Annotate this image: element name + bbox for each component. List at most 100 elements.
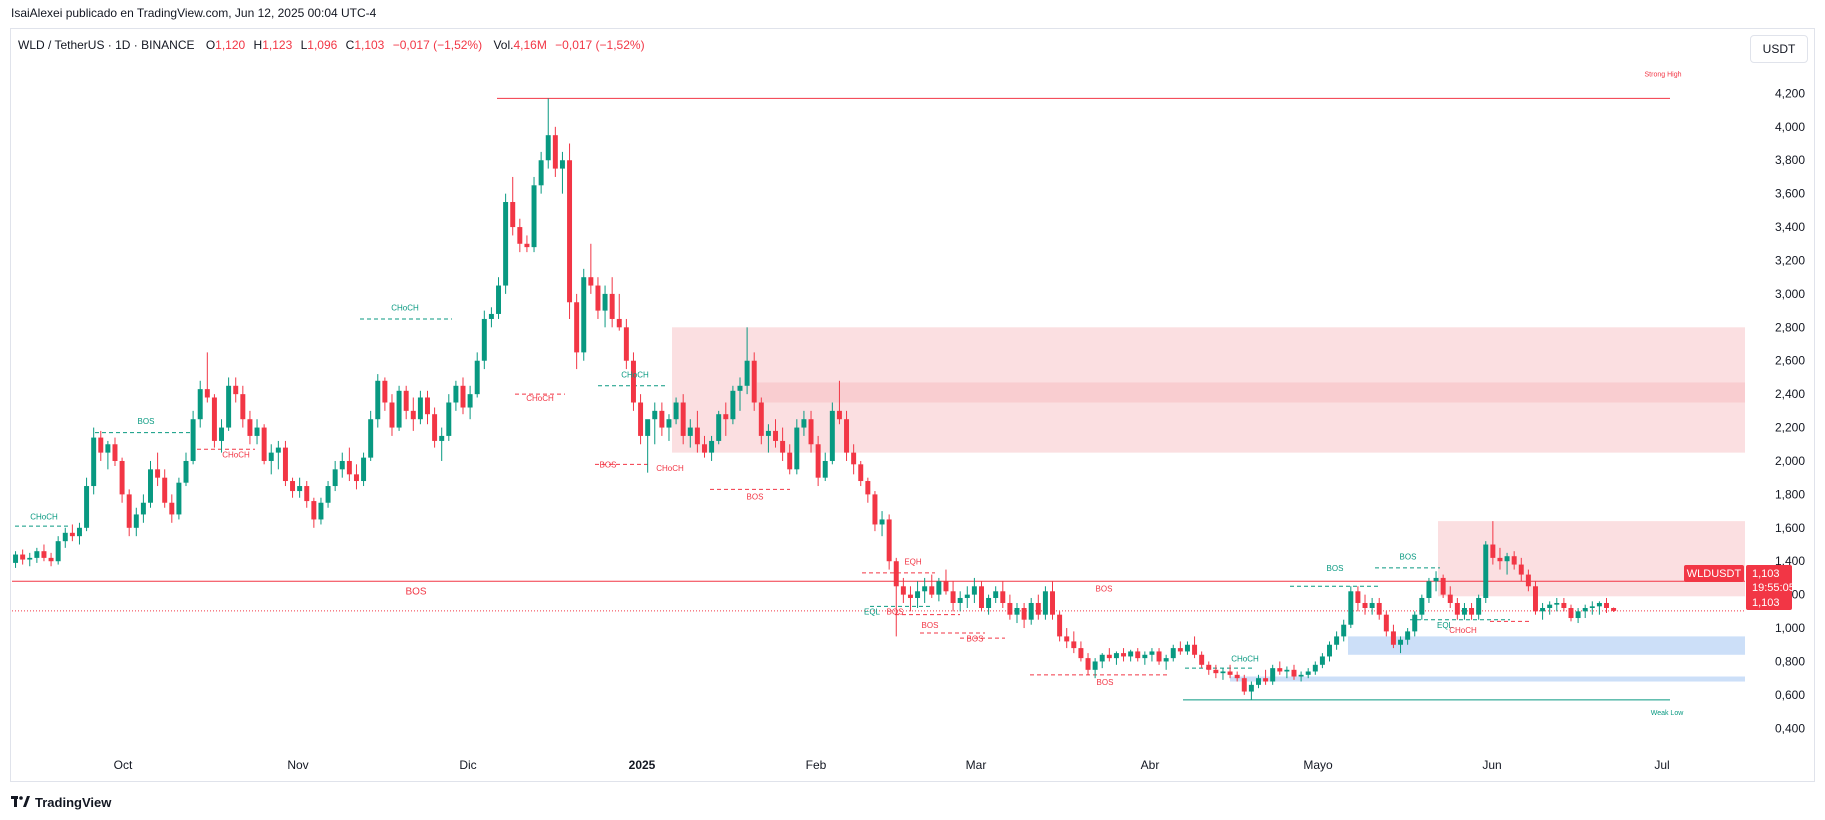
candle-body: [282, 447, 288, 482]
structure-label: CHoCH: [621, 370, 649, 379]
symbol-label[interactable]: WLD / TetherUS · 1D · BINANCE: [18, 38, 195, 52]
candle-body: [1412, 614, 1418, 632]
candle-body: [1170, 648, 1176, 659]
candle-body: [1532, 586, 1538, 612]
candle-body: [1113, 653, 1119, 659]
candle-body: [1589, 606, 1595, 608]
y-tick-label: 4,200: [1775, 86, 1805, 100]
candle-body: [567, 160, 573, 303]
change-value: −0,017 (−1,52%): [392, 38, 483, 52]
candle-body: [531, 185, 537, 248]
candle-body: [730, 390, 736, 420]
candle-body: [929, 586, 935, 595]
candle-body: [957, 597, 963, 603]
y-tick-label: 0,600: [1775, 688, 1805, 702]
tradingview-logo[interactable]: TradingView: [11, 795, 111, 810]
candle-body: [964, 594, 970, 598]
y-tick-label: 3,800: [1775, 153, 1805, 167]
attribution-text: IsaiAlexei publicado en TradingView.com,…: [11, 6, 377, 20]
candle-body: [20, 554, 26, 560]
candle-body: [1057, 614, 1063, 637]
candle-body: [872, 494, 878, 525]
candle-body: [247, 419, 253, 436]
structure-label: CHoCH: [1231, 654, 1259, 663]
candle-body: [84, 486, 90, 528]
candle-body: [176, 482, 182, 515]
candle-body: [474, 360, 480, 395]
candle-body: [1163, 658, 1169, 662]
candle-body: [332, 469, 338, 487]
candle-body: [219, 427, 225, 441]
candle-body: [1227, 671, 1233, 675]
candle-body: [1064, 636, 1070, 642]
candle-body: [41, 551, 47, 558]
candle-body: [503, 202, 509, 286]
x-tick-label: Jul: [1654, 758, 1669, 772]
candle-body: [1355, 591, 1361, 603]
volume-change-value: −0,017 (−1,52%): [555, 38, 645, 52]
candle-body: [673, 402, 679, 420]
candle-body: [254, 427, 260, 436]
candle-body: [723, 414, 729, 420]
candle-body: [453, 385, 459, 403]
candle-body: [787, 452, 793, 470]
candle-body: [1248, 684, 1254, 692]
candle-body: [226, 385, 232, 428]
candle-body: [1078, 648, 1084, 659]
candle-body: [1469, 608, 1475, 615]
price-badge-bg: [1746, 565, 1792, 610]
candle-body: [318, 502, 324, 520]
candle-body: [645, 419, 651, 436]
currency-button[interactable]: USDT: [1750, 35, 1808, 63]
candle-body: [204, 389, 210, 398]
candle-body: [915, 591, 921, 598]
candle-body: [652, 410, 658, 420]
symbol-badge-text: WLDUSDT: [1687, 568, 1742, 580]
candle-body: [155, 469, 161, 478]
candle-body: [1582, 608, 1588, 612]
price-badge-value-2: 1,103: [1752, 597, 1780, 609]
low-label: L: [300, 38, 308, 52]
candle-body: [1596, 602, 1602, 607]
x-tick-label: Abr: [1141, 758, 1160, 772]
candle-body: [773, 430, 779, 441]
structure-label: BOS: [922, 621, 939, 630]
candle-body: [1362, 602, 1368, 608]
candle-body: [758, 402, 764, 436]
candle-body: [1284, 669, 1290, 672]
x-tick-label: 2025: [629, 758, 656, 772]
candle-body: [709, 440, 715, 453]
candle-body: [858, 464, 864, 482]
candle-body: [1184, 644, 1190, 652]
y-tick-label: 3,200: [1775, 253, 1805, 267]
candle-body: [1490, 544, 1496, 558]
candle-body: [552, 135, 558, 169]
candle-body: [702, 444, 707, 453]
open-label: O: [205, 38, 216, 52]
y-tick-label: 1,600: [1775, 521, 1805, 535]
y-tick-label: 1,000: [1775, 621, 1805, 635]
candle-body: [1497, 557, 1503, 562]
candle-body: [13, 554, 19, 563]
y-tick-label: 2,800: [1775, 320, 1805, 334]
candle-body: [559, 160, 565, 169]
candle-body: [801, 419, 807, 428]
supply-zone: [672, 327, 1745, 453]
candle-body: [382, 380, 388, 403]
candle-body: [304, 486, 310, 502]
candle-body: [1241, 678, 1247, 692]
chart-frame: [10, 28, 1815, 782]
candle-body: [581, 277, 587, 353]
structure-label: CHoCH: [30, 512, 58, 521]
candle-body: [1426, 581, 1432, 598]
candle-body: [76, 527, 82, 537]
candle-body: [268, 452, 274, 461]
structure-label: BOS: [1327, 564, 1344, 573]
candle-body: [1234, 674, 1240, 679]
candle-body: [1000, 591, 1006, 603]
candle-body: [417, 397, 423, 420]
structure-label: BOS: [967, 634, 984, 643]
candle-body: [1398, 639, 1404, 645]
candle-body: [297, 486, 303, 492]
